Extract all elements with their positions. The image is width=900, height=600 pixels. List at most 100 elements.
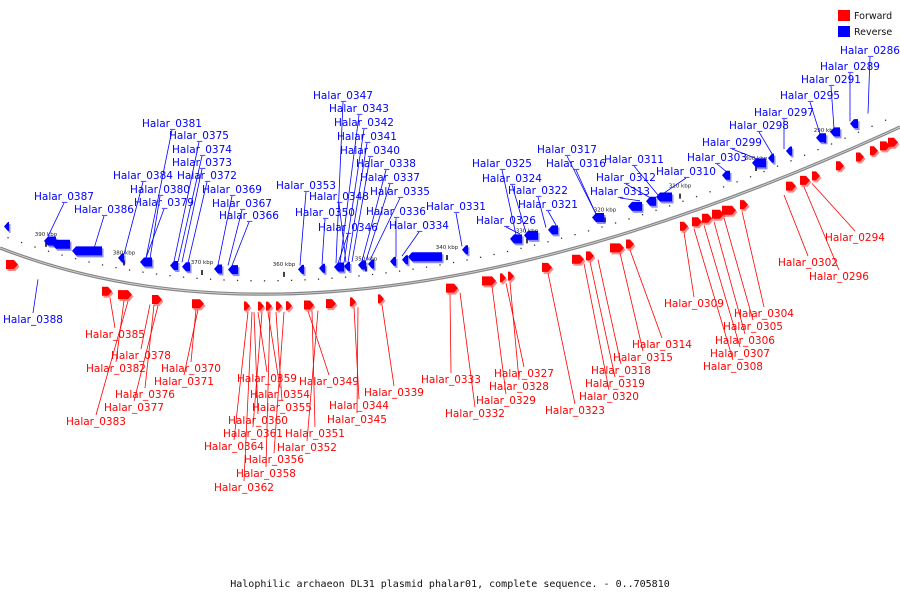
gene-label: Halar_0294 xyxy=(825,232,885,244)
gene-feature-shadow xyxy=(359,262,368,272)
gene-feature-shadow xyxy=(889,139,900,149)
gene-label: Halar_0333 xyxy=(421,374,481,386)
scale-tick-label: 310 kbp xyxy=(669,184,692,190)
minor-tick xyxy=(817,149,819,151)
label-leader-line xyxy=(830,85,835,129)
forward-gene-feature xyxy=(800,175,810,185)
gene-label: Halar_0305 xyxy=(723,321,783,333)
label-leader-line xyxy=(338,202,347,263)
gene-feature-shadow xyxy=(245,303,252,313)
label-leaders xyxy=(32,56,871,482)
gene-label: Halar_0375 xyxy=(169,130,229,142)
label-leader-line xyxy=(311,310,316,428)
minor-tick xyxy=(614,222,617,224)
reverse-gene-feature xyxy=(358,260,366,270)
label-leader-line xyxy=(173,141,200,262)
minor-tick xyxy=(236,279,239,282)
label-leader-line xyxy=(501,169,517,236)
gene-label: Halar_0299 xyxy=(702,137,762,149)
forward-gene-feature xyxy=(610,243,624,253)
label-leader-line xyxy=(683,232,695,298)
label-leader-line xyxy=(299,191,307,266)
label-leader-line xyxy=(145,208,165,259)
forward-gene-feature xyxy=(542,262,552,272)
forward-gene-feature xyxy=(692,217,702,227)
reverse-gene-feature xyxy=(752,158,766,168)
gene-label: Halar_0387 xyxy=(34,191,94,203)
minor-tick xyxy=(20,241,23,244)
reverse-gene-feature xyxy=(646,196,656,206)
gene-feature-shadow xyxy=(787,183,798,193)
label-leader-line xyxy=(253,312,259,415)
sequence-backbone-highlight xyxy=(0,126,900,295)
forward-gene-feature xyxy=(712,209,724,219)
gene-label: Halar_0347 xyxy=(313,90,373,102)
forward-gene-feature xyxy=(378,294,384,304)
minor-tick xyxy=(547,241,549,243)
gene-label: Halar_0319 xyxy=(585,378,645,390)
gene-feature-shadow xyxy=(335,264,346,274)
minor-tick xyxy=(587,230,590,232)
label-leader-line xyxy=(723,217,754,321)
gene-label: Halar_0325 xyxy=(472,158,532,170)
gene-label: Halar_0311 xyxy=(604,154,664,166)
gene-feature-shadow xyxy=(587,253,596,263)
gene-label: Halar_0304 xyxy=(734,308,794,320)
label-leader-line xyxy=(343,128,365,263)
gene-feature-shadow xyxy=(611,245,626,255)
gene-label: Halar_0328 xyxy=(489,381,549,393)
gene-feature-shadow xyxy=(183,264,192,274)
forward-gene-feature xyxy=(740,200,748,210)
forward-gene-feature xyxy=(586,251,594,261)
gene-feature-shadow xyxy=(573,256,586,266)
label-leader-line xyxy=(867,56,871,114)
minor-tick xyxy=(776,165,779,167)
minor-tick xyxy=(763,170,765,173)
forward-gene-feature xyxy=(118,290,132,300)
minor-tick xyxy=(857,131,860,133)
forward-gene-feature xyxy=(572,254,584,264)
gene-feature-shadow xyxy=(327,301,338,311)
scale-tick-mark xyxy=(679,193,681,199)
label-leader-line xyxy=(741,211,765,308)
reverse-gene-feature xyxy=(408,252,442,262)
gene-label: Halar_0334 xyxy=(389,220,449,232)
minor-tick xyxy=(803,154,806,156)
forward-gene-feature xyxy=(6,260,18,270)
reverse-gene-feature xyxy=(182,262,190,272)
label-leader-line xyxy=(365,183,391,261)
forward-gene-feature xyxy=(786,181,796,191)
gene-feature-shadow xyxy=(73,248,104,258)
gene-label: Halar_0339 xyxy=(364,387,424,399)
gene-feature-shadow xyxy=(351,299,358,309)
minor-tick xyxy=(790,160,792,162)
forward-gene-feature xyxy=(446,283,458,293)
label-leader-line xyxy=(713,221,746,335)
gene-label: Halar_0318 xyxy=(591,365,651,377)
minor-tick xyxy=(709,191,711,193)
gene-label: Halar_0323 xyxy=(545,405,605,417)
minor-tick xyxy=(196,277,198,279)
gene-feature-shadow xyxy=(119,292,134,302)
gene-label: Halar_0297 xyxy=(754,107,814,119)
label-leader-line xyxy=(177,155,203,263)
gene-feature-shadow xyxy=(391,258,398,268)
label-leader-line xyxy=(187,181,208,263)
gene-label: Halar_0388 xyxy=(3,314,63,326)
gene-feature-shadow xyxy=(5,223,11,233)
minor-ticks xyxy=(7,119,887,282)
gene-label: Halar_0362 xyxy=(214,482,274,494)
gene-label: Halar_0342 xyxy=(334,117,394,129)
gene-feature-shadow xyxy=(723,172,732,182)
gene-feature-shadow xyxy=(741,202,750,212)
gene-label: Halar_0313 xyxy=(590,186,650,198)
reverse-gene-feature xyxy=(830,127,840,137)
minor-tick xyxy=(560,237,563,239)
label-leader-line xyxy=(583,263,610,391)
label-leader-line xyxy=(133,305,159,402)
forward-gene-feature xyxy=(870,146,878,156)
reverse-gene-feature xyxy=(228,265,238,275)
label-leader-line xyxy=(265,312,271,468)
minor-tick xyxy=(74,258,77,260)
gene-feature-shadow xyxy=(627,241,636,251)
